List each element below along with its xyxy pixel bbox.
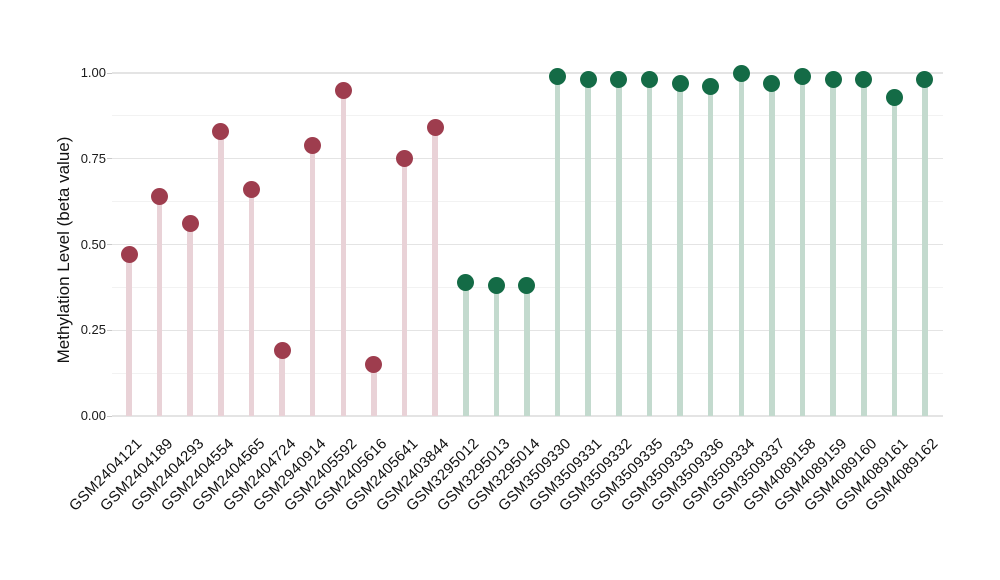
lollipop-dot — [824, 71, 842, 89]
lollipop-stem — [340, 90, 347, 416]
y-tick-label: 0.75 — [80, 150, 106, 166]
gridline-major — [112, 158, 943, 160]
y-tick-mark — [107, 72, 112, 74]
lollipop-dot — [334, 81, 352, 99]
lollipop-stem — [371, 364, 377, 416]
lollipop-stem — [279, 350, 285, 416]
lollipop-dot — [794, 67, 812, 85]
lollipop-dot — [763, 74, 781, 92]
lollipop-dot — [273, 342, 291, 360]
lollipop-dot — [487, 277, 505, 295]
lollipop-stem — [248, 189, 255, 416]
lollipop-dot — [151, 187, 169, 205]
lollipop-dot — [855, 71, 873, 89]
lollipop-dot — [702, 78, 720, 96]
gridline-minor — [112, 115, 943, 117]
lollipop-dot — [457, 273, 475, 291]
lollipop-stem — [707, 86, 714, 416]
lollipop-dot — [365, 356, 383, 374]
lollipop-stem — [554, 76, 561, 416]
lollipop-stem — [309, 145, 316, 416]
lollipop-dot — [610, 71, 628, 89]
lollipop-stem — [891, 97, 898, 416]
y-tick-label: 0.50 — [80, 236, 106, 252]
lollipop-stem — [922, 79, 928, 416]
gridline-major — [112, 415, 943, 417]
lollipop-stem — [493, 285, 500, 416]
lollipop-stem — [187, 223, 193, 416]
gridline-minor — [112, 201, 943, 203]
lollipop-stem — [738, 73, 745, 416]
y-tick-mark — [107, 244, 112, 245]
lollipop-dot — [885, 88, 903, 106]
y-tick-mark — [107, 329, 112, 331]
lollipop-dot — [212, 122, 230, 140]
lollipop-stem — [432, 127, 438, 416]
lollipop-dot — [732, 64, 750, 82]
lollipop-stem — [524, 285, 530, 416]
lollipop-stem — [799, 76, 806, 416]
lollipop-dot — [671, 74, 689, 92]
lollipop-stem — [156, 196, 163, 416]
lollipop-stem — [830, 79, 836, 416]
y-tick-label: 1.00 — [80, 65, 106, 80]
lollipop-stem — [769, 83, 775, 416]
lollipop-dot — [549, 67, 567, 85]
y-tick-mark — [107, 415, 112, 417]
lollipop-dot — [640, 71, 658, 89]
lollipop-dot — [304, 136, 322, 154]
gridline-major — [112, 72, 943, 74]
lollipop-stem — [616, 79, 622, 416]
gridline-major — [112, 243, 943, 246]
y-tick-mark — [107, 158, 112, 160]
lollipop-dot — [426, 119, 444, 137]
lollipop-stem — [401, 158, 408, 416]
lollipop-stem — [463, 282, 469, 416]
lollipop-dot — [518, 277, 536, 295]
lollipop-dot — [579, 71, 597, 89]
lollipop-dot — [396, 150, 414, 168]
lollipop-dot — [916, 71, 934, 89]
lollipop-dot — [120, 246, 138, 264]
lollipop-dot — [181, 215, 199, 233]
lollipop-stem — [677, 83, 683, 416]
lollipop-dot — [242, 181, 260, 199]
lollipop-stem — [646, 79, 653, 416]
y-tick-label: 0.25 — [80, 322, 106, 338]
y-tick-label: 0.00 — [80, 408, 106, 423]
lollipop-stem — [585, 79, 591, 416]
lollipop-stem — [126, 254, 132, 416]
lollipop-stem — [861, 79, 867, 416]
lollipop-stem — [218, 131, 224, 416]
